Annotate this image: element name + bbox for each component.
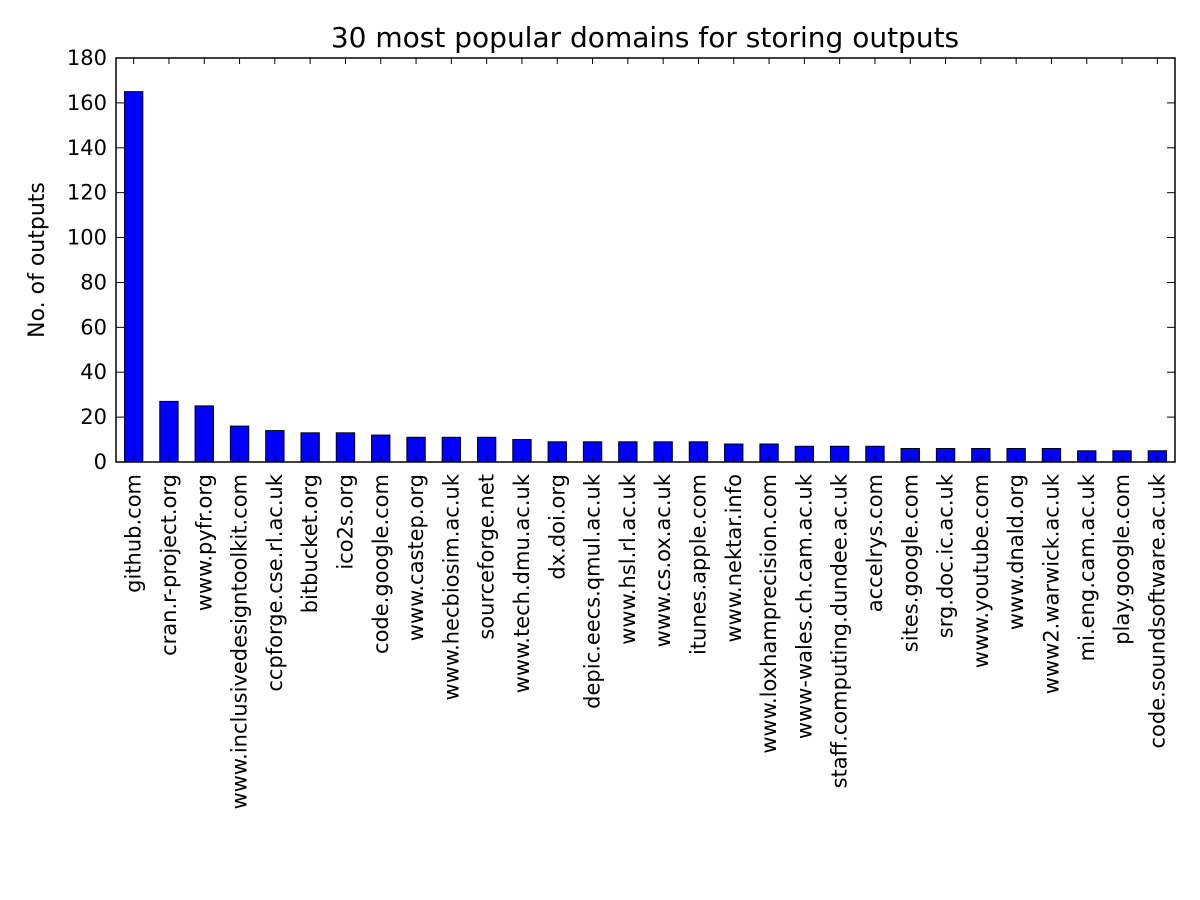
x-tick-label: github.com [122, 474, 146, 593]
y-tick-label: 160 [67, 91, 107, 115]
x-tick-label: depic.eecs.qmul.ac.uk [581, 473, 605, 709]
bars [123, 91, 1168, 463]
x-tick-label: staff.computing.dundee.ac.uk [828, 473, 852, 788]
y-axis-label: No. of outputs [25, 182, 50, 338]
y-tick-label: 60 [80, 315, 107, 339]
x-tick-label: mi.eng.cam.ac.uk [1075, 473, 1099, 661]
x-tick-label: itunes.apple.com [686, 474, 710, 655]
y-tick-label: 140 [67, 136, 107, 160]
x-axis-ticks: github.com cran.r-project.org www.pyfr.org… [122, 58, 1169, 809]
x-tick-label: ico2s.org [333, 474, 357, 570]
x-tick-label: www.loxhamprecision.com [757, 474, 781, 754]
chart-title: 30 most popular domains for storing outp… [331, 21, 959, 54]
x-tick-label: ccpforge.cse.rl.ac.uk [263, 473, 287, 691]
x-tick-label: www.hecbiosim.ac.uk [439, 473, 463, 700]
x-tick-label: www.tech.dmu.ac.uk [510, 473, 534, 693]
plot-frame [115, 57, 1176, 463]
x-tick-label: accelrys.com [863, 474, 887, 612]
x-tick-label: www.nektar.info [722, 474, 746, 643]
x-tick-label: code.soundsoftware.ac.uk [1145, 473, 1169, 748]
y-tick-label: 80 [80, 270, 107, 294]
x-tick-label: dx.doi.org [545, 474, 569, 580]
y-tick-label: 20 [80, 405, 107, 429]
x-tick-label: www.hsl.rl.ac.uk [616, 473, 640, 645]
y-tick-label: 40 [80, 360, 107, 384]
x-tick-label: play.google.com [1110, 474, 1134, 645]
x-tick-label: www2.warwick.ac.uk [1039, 473, 1063, 694]
x-tick-label: bitbucket.org [298, 474, 322, 613]
x-tick-label: www.youtube.com [969, 474, 993, 668]
x-tick-label: srg.doc.ic.ac.uk [934, 473, 958, 638]
x-tick-label: www.dnald.org [1004, 474, 1028, 630]
bar [123, 91, 144, 463]
x-tick-label: sites.google.com [898, 474, 922, 652]
x-tick-label: www-wales.ch.cam.ac.uk [792, 473, 816, 739]
x-tick-label: cran.r-project.org [157, 474, 181, 656]
y-tick-label: 100 [67, 226, 107, 250]
x-tick-label: code.google.com [369, 474, 393, 654]
x-tick-label: www.castep.org [404, 474, 428, 641]
x-tick-label: sourceforge.net [475, 474, 499, 640]
bar [159, 400, 179, 463]
x-tick-label: www.inclusivedesigntoolkit.com [228, 474, 252, 809]
y-tick-label: 120 [67, 181, 107, 205]
y-axis-ticks: 0 20 40 60 80 100 120 140 160 180 [67, 46, 1175, 474]
bar [194, 405, 214, 463]
x-tick-label: www.pyfr.org [192, 474, 216, 611]
y-tick-label: 180 [67, 46, 107, 70]
x-tick-label: www.cs.ox.ac.uk [651, 473, 675, 647]
y-tick-label: 0 [94, 450, 107, 474]
